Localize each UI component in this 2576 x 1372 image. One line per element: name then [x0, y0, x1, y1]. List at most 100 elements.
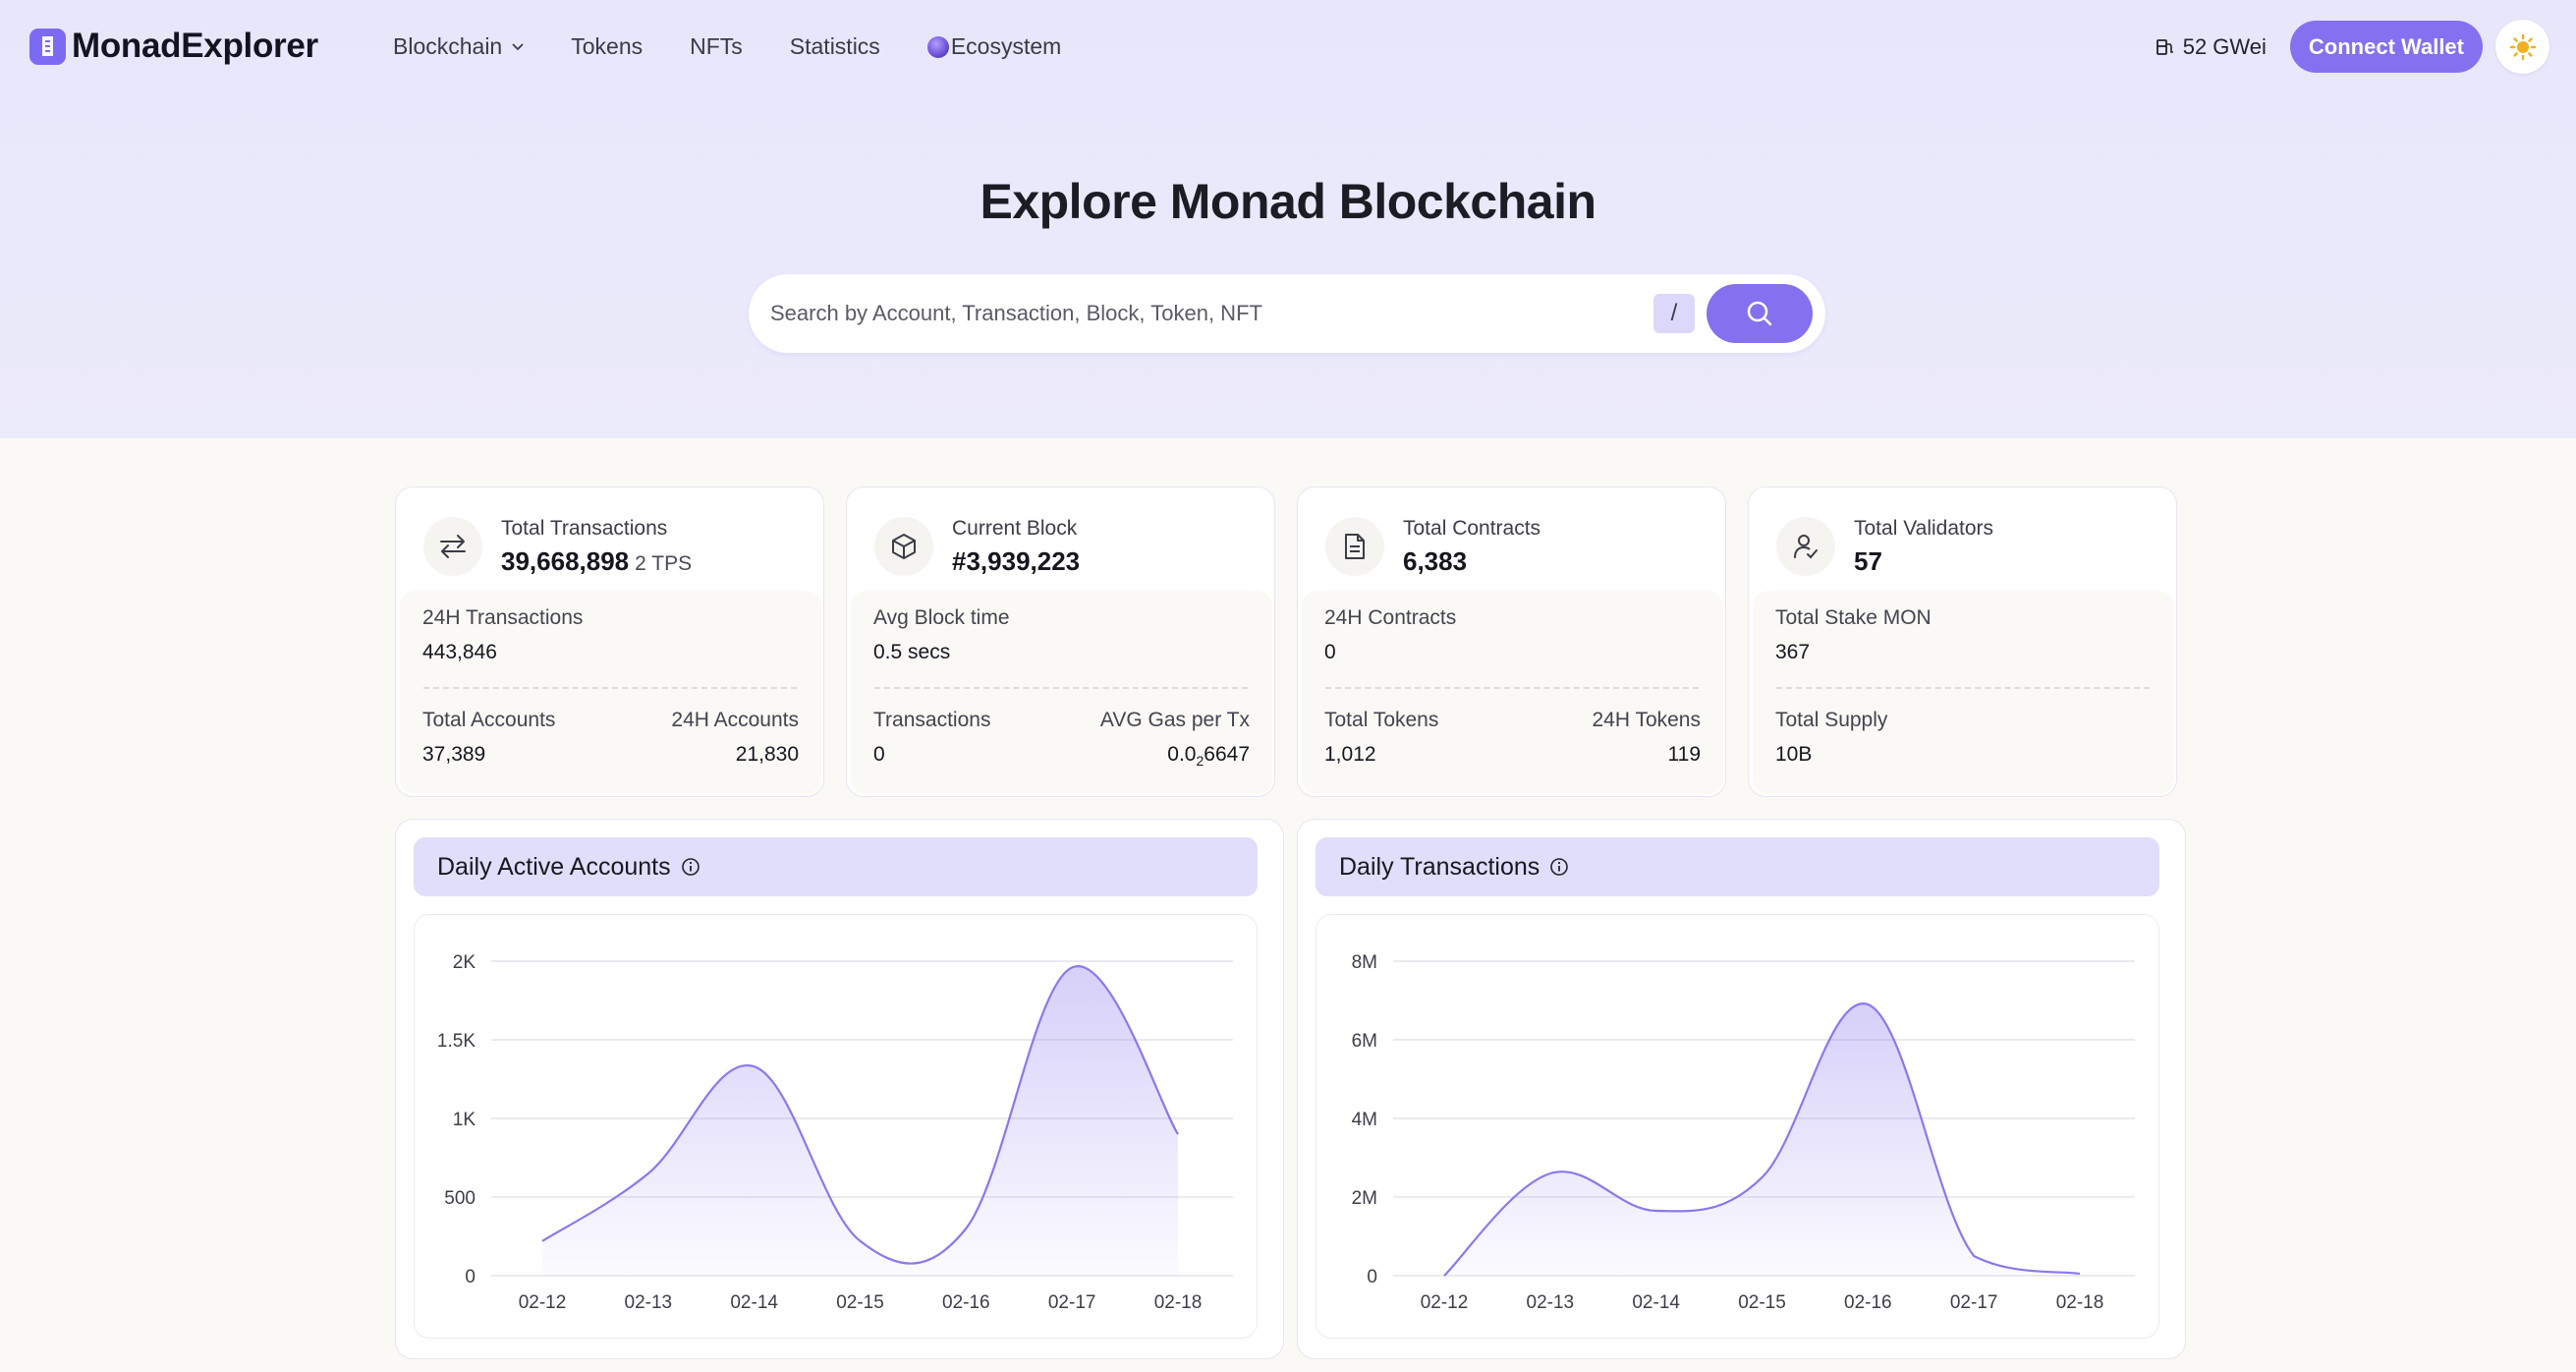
info-icon[interactable] — [681, 857, 700, 877]
stat-card-contracts: Total Contracts 6,383 24H Contracts 0 To… — [1297, 486, 1726, 797]
y-tick-label: 1K — [453, 1110, 476, 1130]
connect-wallet-button[interactable]: Connect Wallet — [2289, 21, 2483, 73]
x-tick-label: 02-18 — [1154, 1292, 1203, 1313]
nav-item-blockchain[interactable]: Blockchain — [393, 33, 524, 60]
divider — [874, 687, 1248, 689]
x-tick-label: 02-14 — [730, 1292, 778, 1313]
nav-links: Blockchain Tokens NFTs Statistics Ecosys… — [393, 0, 1108, 93]
stat-label: Avg Block time — [873, 606, 1010, 629]
x-tick-label: 02-16 — [942, 1292, 990, 1313]
total-contracts-value: 6,383 — [1403, 546, 1468, 576]
stat-label: Transactions — [873, 709, 991, 731]
chart-title: Daily Transactions — [1339, 852, 1540, 881]
top-nav: MonadExplorer Blockchain Tokens NFTs Sta… — [0, 0, 2576, 93]
y-tick-label: 0 — [1367, 1267, 1377, 1287]
stat-value: 119 — [1667, 743, 1701, 766]
chart-header: Daily Transactions — [1316, 837, 2159, 896]
total-validators-value: 57 — [1854, 546, 1882, 576]
x-tick-label: 02-17 — [1048, 1292, 1096, 1313]
y-tick-label: 2M — [1352, 1188, 1377, 1209]
stat-label: 24H Transactions — [422, 606, 584, 629]
y-tick-label: 8M — [1352, 952, 1377, 973]
nav-item-tokens[interactable]: Tokens — [571, 33, 643, 60]
gas-pump-icon — [2156, 38, 2173, 55]
search-button[interactable] — [1707, 284, 1813, 343]
nav-item-label: Statistics — [789, 33, 880, 59]
stat-value: 10B — [1775, 743, 1813, 766]
chart-area: 0 2M 4M 6M 8M 02-12 02-13 02-14 02-15 02-16 02-17 0… — [1316, 914, 2159, 1339]
stat-label: 24H Tokens — [1592, 709, 1701, 731]
search-shortcut-key: / — [1653, 294, 1695, 333]
nav-item-label: NFTs — [690, 33, 743, 59]
avg-gas-digits: 6647 — [1204, 743, 1250, 766]
sun-icon — [2509, 33, 2536, 60]
daily-active-accounts-chart: 0 500 1K 1.5K 2K 02-12 02-13 02-14 02-15 02-16 02-… — [437, 952, 1233, 1313]
y-tick-label: 2K — [453, 952, 476, 973]
stat-label: Total Supply — [1775, 709, 1888, 731]
total-transactions-value: 39,668,898 — [501, 546, 630, 576]
cube-icon — [874, 517, 933, 576]
stat-card-transactions: Total Transactions 39,668,898 2 TPS 24H T… — [395, 486, 824, 797]
x-tick-label: 02-15 — [1738, 1292, 1786, 1313]
transfer-arrows-icon — [423, 517, 482, 576]
stat-value: 21,830 — [735, 743, 799, 766]
avg-gas-zero-count: 2 — [1196, 753, 1204, 770]
chart-panel-daily-active-accounts: Daily Active Accounts 0 500 1K 1.5K 2K 02-12 0… — [395, 819, 1284, 1359]
chart-panel-daily-transactions: Daily Transactions 0 2M 4M 6M 8M 02-12 02-13 02… — [1297, 819, 2186, 1359]
x-tick-label: 02-15 — [836, 1292, 884, 1313]
stat-value: 0 — [1324, 641, 1336, 663]
stat-label: Total Stake MON — [1775, 606, 1932, 629]
stat-label: AVG Gas per Tx — [1099, 709, 1250, 731]
x-tick-label: 02-13 — [1527, 1292, 1575, 1313]
hero-section: MonadExplorer Blockchain Tokens NFTs Sta… — [0, 0, 2576, 438]
document-icon — [1325, 517, 1384, 576]
chart-header: Daily Active Accounts — [414, 837, 1258, 896]
nav-item-ecosystem[interactable]: Ecosystem — [926, 33, 1062, 60]
nav-item-label: Ecosystem — [950, 33, 1062, 59]
page-title: Explore Monad Blockchain — [980, 174, 1596, 229]
card-title: Total Validators — [1854, 517, 1994, 540]
stat-card-validators: Total Validators 57 Total Stake MON 367 … — [1748, 486, 2177, 797]
info-icon[interactable] — [1549, 857, 1569, 877]
card-title: Current Block — [952, 517, 1078, 540]
stat-label: 24H Accounts — [671, 709, 799, 731]
card-title: Total Contracts — [1403, 517, 1541, 540]
x-tick-label: 02-14 — [1632, 1292, 1680, 1313]
x-tick-label: 02-16 — [1844, 1292, 1892, 1313]
ecosystem-icon — [926, 35, 949, 58]
card-title: Total Transactions — [501, 517, 668, 540]
gas-price[interactable]: 52 GWei — [2156, 34, 2267, 60]
y-tick-label: 1.5K — [437, 1031, 476, 1052]
gas-price-value: 52 GWei — [2182, 33, 2267, 59]
x-tick-label: 02-12 — [1421, 1292, 1469, 1313]
series-area — [542, 966, 1178, 1276]
search-input[interactable] — [770, 294, 1654, 333]
divider — [423, 687, 797, 689]
nav-item-nfts[interactable]: NFTs — [690, 33, 743, 60]
stat-label: 24H Contracts — [1324, 606, 1457, 629]
chevron-down-icon — [512, 42, 524, 50]
header-actions: 52 GWei Connect Wallet — [2156, 0, 2576, 93]
stat-label: Total Tokens — [1324, 709, 1439, 731]
search-bar: / — [749, 274, 1825, 353]
y-tick-label: 6M — [1352, 1031, 1377, 1052]
chart-title: Daily Active Accounts — [437, 852, 671, 881]
stat-value: 367 — [1775, 641, 1811, 663]
x-tick-label: 02-12 — [519, 1292, 567, 1313]
nav-item-statistics[interactable]: Statistics — [790, 33, 880, 60]
stat-value: 37,389 — [422, 743, 486, 766]
avg-gas-value: 0.026647 — [1167, 743, 1250, 769]
nav-item-label: Blockchain — [393, 33, 503, 59]
series-line[interactable] — [541, 965, 1179, 1265]
divider — [1325, 687, 1699, 689]
card-value: 39,668,898 2 TPS — [501, 546, 692, 577]
y-tick-label: 0 — [465, 1267, 476, 1287]
theme-toggle-button[interactable] — [2495, 20, 2549, 74]
current-block-value[interactable]: #3,939,223 — [952, 546, 1081, 576]
series-area — [1444, 1003, 2080, 1276]
series-line[interactable] — [1443, 1002, 2081, 1277]
stat-value: 0.5 secs — [873, 641, 951, 663]
x-tick-label: 02-17 — [1950, 1292, 1998, 1313]
daily-transactions-chart: 0 2M 4M 6M 8M 02-12 02-13 02-14 02-15 02-16 02-17 0… — [1352, 952, 2135, 1313]
logo[interactable]: MonadExplorer — [29, 27, 318, 66]
